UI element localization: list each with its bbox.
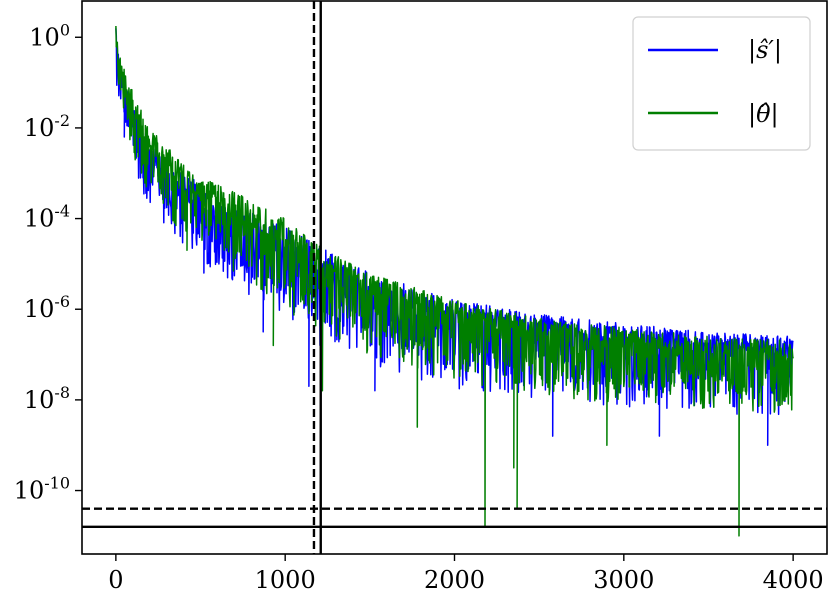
y-tick-label: 10-10 bbox=[14, 474, 70, 505]
legend: |ŝ′| |θ̂| bbox=[632, 16, 811, 151]
x-tick-label: 2000 bbox=[424, 566, 485, 594]
y-axis: 100 10-2 10-4 10-6 10-8 10-10 bbox=[14, 20, 82, 505]
x-tick-label: 0 bbox=[108, 566, 123, 594]
y-tick-label: 10-4 bbox=[24, 202, 70, 233]
legend-label-s-prime: |ŝ′| bbox=[748, 36, 782, 65]
series-line-1 bbox=[115, 25, 794, 537]
x-tick-label: 1000 bbox=[255, 566, 316, 594]
y-tick-label: 10-2 bbox=[24, 111, 70, 142]
legend-label-theta: |θ̂| bbox=[748, 100, 779, 129]
legend-box bbox=[632, 16, 811, 151]
x-tick-label: 4000 bbox=[763, 566, 824, 594]
reference-lines bbox=[82, 1, 827, 554]
y-tick-label: 100 bbox=[29, 20, 70, 51]
y-tick-label: 10-6 bbox=[24, 292, 70, 323]
x-tick-label: 3000 bbox=[593, 566, 654, 594]
series-layer bbox=[115, 25, 794, 537]
x-axis: 0 1000 2000 3000 4000 bbox=[108, 554, 824, 594]
y-tick-label: 10-8 bbox=[24, 383, 70, 414]
